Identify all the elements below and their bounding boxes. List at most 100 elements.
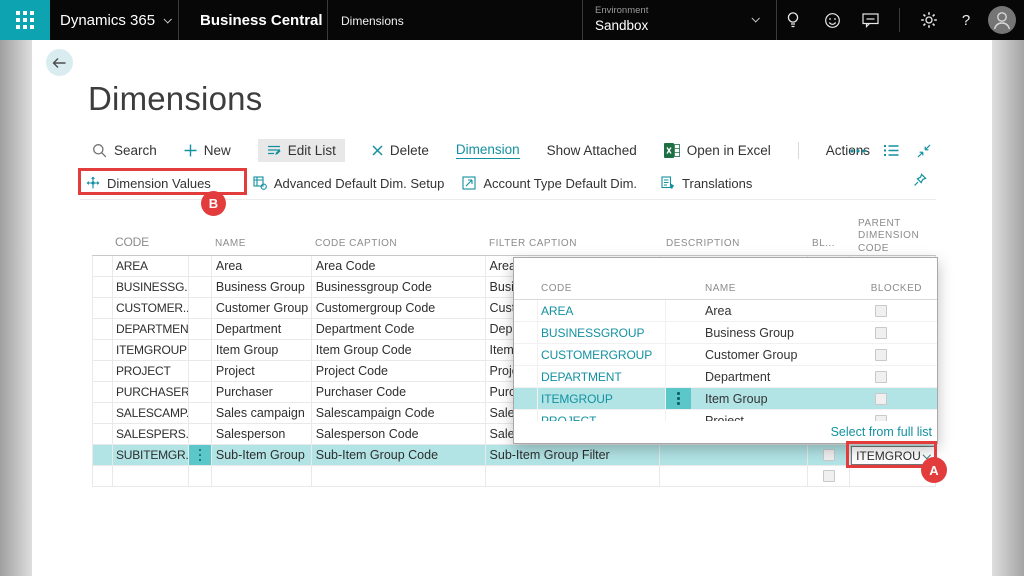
- settings-button[interactable]: [910, 0, 948, 40]
- product-name-link[interactable]: Business Central: [200, 11, 323, 29]
- row-selector[interactable]: [93, 319, 113, 339]
- popup-row[interactable]: AREA Area: [514, 300, 937, 322]
- fit-view-icon[interactable]: [917, 144, 931, 158]
- new-button[interactable]: New: [184, 143, 231, 158]
- popup-header-row: CODE NAME BLOCKED: [514, 258, 937, 300]
- header-name[interactable]: NAME: [215, 237, 246, 249]
- blocked-checkbox[interactable]: [875, 348, 887, 361]
- edit-list-button[interactable]: Edit List: [257, 139, 345, 162]
- row-selector[interactable]: [93, 298, 113, 318]
- person-icon: [993, 12, 1011, 30]
- blocked-checkbox[interactable]: [875, 326, 887, 339]
- actions-menu-button[interactable]: Actions: [826, 143, 870, 158]
- popup-cell-name: Department: [705, 369, 771, 384]
- delete-button[interactable]: Delete: [372, 143, 429, 158]
- row-selector[interactable]: [93, 424, 113, 444]
- row-selector[interactable]: [93, 277, 113, 297]
- pin-button[interactable]: [913, 173, 927, 187]
- avatar[interactable]: [988, 6, 1016, 34]
- dimension-menu-button[interactable]: Dimension: [455, 142, 520, 159]
- environment-value: Sandbox: [595, 18, 649, 33]
- cell-code-caption: Sub-Item Group Code: [311, 445, 486, 465]
- parent-dimension-value: ITEMGROU: [856, 448, 921, 463]
- popup-cell-code[interactable]: ITEMGROUP: [538, 388, 666, 409]
- row-selector[interactable]: [93, 256, 113, 276]
- row-menu-cell: [189, 277, 212, 297]
- environment-label: Environment: [595, 5, 649, 16]
- header-description[interactable]: DESCRIPTION: [666, 237, 740, 249]
- back-button[interactable]: [46, 49, 73, 76]
- page-edge-left: [0, 40, 32, 576]
- open-in-excel-label: Open in Excel: [686, 143, 771, 158]
- list-view-icon[interactable]: [884, 144, 899, 157]
- search-icon: [93, 144, 107, 158]
- cell-code-caption: Customergroup Code: [312, 298, 486, 318]
- popup-row[interactable]: CUSTOMERGROUP Customer Group: [514, 344, 937, 366]
- row-selector[interactable]: [93, 340, 113, 360]
- header-code[interactable]: CODE: [115, 235, 149, 249]
- open-in-excel-button[interactable]: Open in Excel: [663, 143, 771, 158]
- cell-filter-caption: Sub-Item Group Filter: [485, 445, 661, 465]
- popup-cell-code[interactable]: AREA: [538, 300, 666, 321]
- popup-cell-code[interactable]: DEPARTMENT: [538, 366, 666, 387]
- show-attached-label: Show Attached: [546, 143, 637, 158]
- dynamics-home-link[interactable]: Dynamics 365: [60, 0, 172, 40]
- blocked-checkbox[interactable]: [822, 470, 835, 482]
- row-selector[interactable]: [93, 361, 113, 381]
- action-bar: Search New Edit List Delete Dimension Sh…: [92, 137, 897, 164]
- header-code-caption[interactable]: CODE CAPTION: [315, 237, 398, 249]
- cell-code: CUSTOMER...: [113, 298, 189, 318]
- header-parent-dimension-code[interactable]: PARENT DIMENSION CODE: [858, 217, 920, 254]
- popup-row[interactable]: BUSINESSGROUP Business Group: [514, 322, 937, 344]
- ellipsis-icon[interactable]: [850, 148, 866, 153]
- popup-header-blocked[interactable]: BLOCKED: [870, 283, 922, 294]
- cell-code: BUSINESSG...: [113, 277, 189, 297]
- popup-cell-code[interactable]: BUSINESSGROUP: [538, 322, 666, 343]
- row-selector[interactable]: [93, 445, 113, 465]
- popup-row-menu-cell: [666, 322, 691, 343]
- feedback-button[interactable]: [851, 0, 889, 40]
- delete-x-icon: [372, 145, 383, 156]
- table-row-selected[interactable]: SUBITEMGR... Sub-Item Group Sub-Item Gro…: [92, 445, 936, 466]
- waffle-icon: [16, 11, 34, 29]
- lightbulb-button[interactable]: [774, 0, 812, 40]
- popup-cell-code[interactable]: CUSTOMERGROUP: [538, 344, 666, 365]
- blocked-checkbox[interactable]: [822, 449, 835, 461]
- topbar-divider: [899, 8, 900, 32]
- cell-code-caption: Purchaser Code: [312, 382, 486, 402]
- translations-button[interactable]: Translations: [661, 176, 752, 191]
- row-selector[interactable]: [93, 466, 113, 486]
- advanced-default-dim-button[interactable]: Advanced Default Dim. Setup: [253, 176, 444, 191]
- header-filter-caption[interactable]: FILTER CAPTION: [489, 237, 577, 249]
- dimension-values-button[interactable]: Dimension Values: [86, 176, 211, 191]
- parent-dimension-dropdown[interactable]: ITEMGROU: [851, 446, 935, 465]
- table-row-empty[interactable]: [92, 466, 936, 487]
- cell-description: [660, 445, 809, 465]
- dimension-values-icon: [86, 176, 100, 189]
- popup-header-code[interactable]: CODE: [541, 283, 572, 294]
- select-from-full-list-link[interactable]: Select from full list: [830, 425, 932, 439]
- popup-row[interactable]: DEPARTMENT Department: [514, 366, 937, 388]
- app-launcher-button[interactable]: [0, 0, 50, 40]
- environment-selector[interactable]: Environment Sandbox: [582, 0, 777, 40]
- popup-header-name[interactable]: NAME: [705, 283, 736, 294]
- row-selector[interactable]: [93, 403, 113, 423]
- popup-header-spacer: [666, 258, 691, 294]
- blocked-checkbox[interactable]: [875, 392, 887, 405]
- blocked-checkbox[interactable]: [875, 304, 887, 317]
- row-menu-button[interactable]: [188, 445, 211, 465]
- smiley-feedback-button[interactable]: [813, 0, 851, 40]
- account-type-default-dim-button[interactable]: Account Type Default Dim.: [462, 176, 637, 191]
- cell-name: Department: [212, 319, 312, 339]
- row-selector[interactable]: [93, 382, 113, 402]
- help-button[interactable]: ?: [947, 0, 985, 40]
- row-menu-button[interactable]: [666, 388, 691, 409]
- search-button[interactable]: Search: [92, 143, 157, 158]
- show-attached-button[interactable]: Show Attached: [547, 143, 637, 158]
- blocked-checkbox[interactable]: [875, 370, 887, 383]
- cell-name: Customer Group: [212, 298, 312, 318]
- excel-icon: [663, 143, 680, 158]
- popup-row-selected[interactable]: ITEMGROUP Item Group: [514, 388, 937, 410]
- header-blocked[interactable]: BL...: [812, 237, 836, 249]
- cell-code: SALESPERS...: [113, 424, 189, 444]
